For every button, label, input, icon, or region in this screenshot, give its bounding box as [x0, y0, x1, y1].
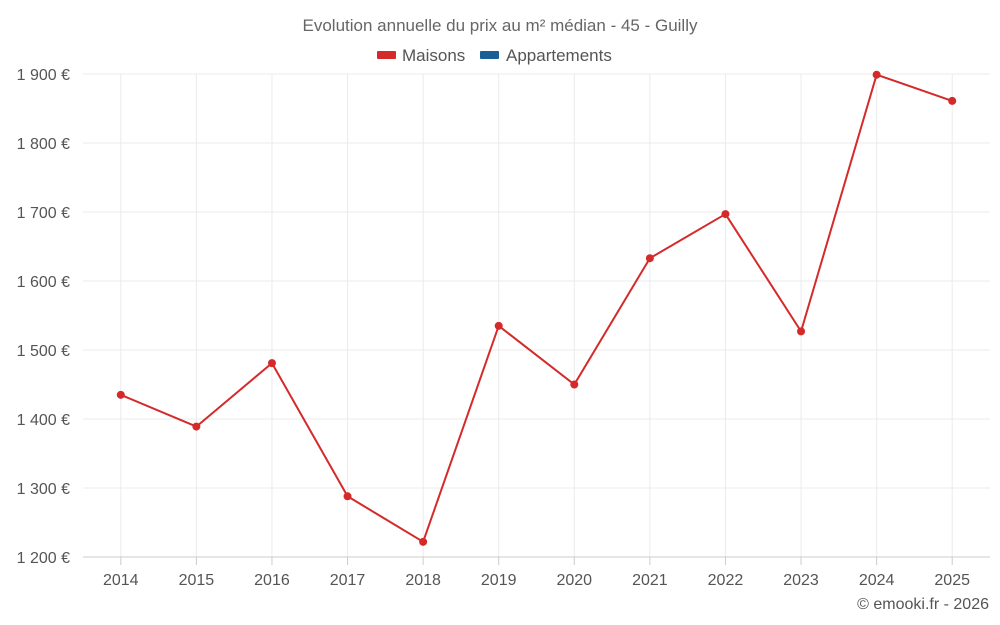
- legend-swatch-appartements: [480, 51, 499, 59]
- chart-title: Evolution annuelle du prix au m² médian …: [303, 16, 698, 35]
- data-point-maisons-2014[interactable]: [116, 390, 125, 399]
- x-tick-label: 2014: [103, 572, 139, 589]
- legend-label-maisons: Maisons: [402, 46, 465, 65]
- x-tick-label: 2019: [481, 572, 517, 589]
- y-tick-label: 1 200 €: [17, 550, 70, 567]
- data-point-maisons-2025[interactable]: [948, 96, 957, 105]
- data-point-maisons-2019[interactable]: [494, 321, 503, 330]
- legend-item-appartements[interactable]: Appartements: [480, 46, 612, 65]
- data-point-maisons-2022[interactable]: [721, 210, 730, 219]
- data-point-maisons-2023[interactable]: [797, 327, 806, 336]
- x-tick-label: 2022: [708, 572, 744, 589]
- x-tick-label: 2021: [632, 572, 668, 589]
- axes: 1 200 € 1 300 € 1 400 € 1 500 € 1 600 € 1 700…: [17, 67, 990, 589]
- x-tick-label: 2023: [783, 572, 819, 589]
- series-maisons: [116, 70, 957, 546]
- data-point-maisons-2018[interactable]: [419, 537, 428, 546]
- x-tick-label: 2017: [330, 572, 366, 589]
- credit-text: © emooki.fr - 2026: [857, 596, 989, 613]
- legend-label-appartements: Appartements: [506, 46, 612, 65]
- data-point-maisons-2015[interactable]: [192, 422, 201, 431]
- legend: Maisons Appartements: [377, 46, 612, 65]
- x-tick-label: 2018: [405, 572, 441, 589]
- y-tick-label: 1 900 €: [17, 67, 70, 84]
- data-point-maisons-2020[interactable]: [570, 380, 579, 389]
- data-point-maisons-2017[interactable]: [343, 492, 352, 501]
- y-tick-label: 1 300 €: [17, 481, 70, 498]
- y-tick-label: 1 800 €: [17, 136, 70, 153]
- x-tick-label: 2025: [934, 572, 970, 589]
- y-tick-label: 1 700 €: [17, 205, 70, 222]
- y-tick-label: 1 400 €: [17, 412, 70, 429]
- y-tick-label: 1 500 €: [17, 343, 70, 360]
- grid: [83, 73, 990, 557]
- data-point-maisons-2024[interactable]: [872, 70, 881, 79]
- legend-item-maisons[interactable]: Maisons: [377, 46, 465, 65]
- y-tick-label: 1 600 €: [17, 274, 70, 291]
- series-line-maisons: [120, 73, 953, 543]
- x-tick-label: 2016: [254, 572, 290, 589]
- legend-swatch-maisons: [377, 51, 396, 59]
- data-point-maisons-2016[interactable]: [267, 359, 276, 368]
- x-tick-label: 2024: [859, 572, 895, 589]
- x-tick-label: 2020: [556, 572, 592, 589]
- x-tick-label: 2015: [179, 572, 215, 589]
- data-point-maisons-2021[interactable]: [645, 254, 654, 263]
